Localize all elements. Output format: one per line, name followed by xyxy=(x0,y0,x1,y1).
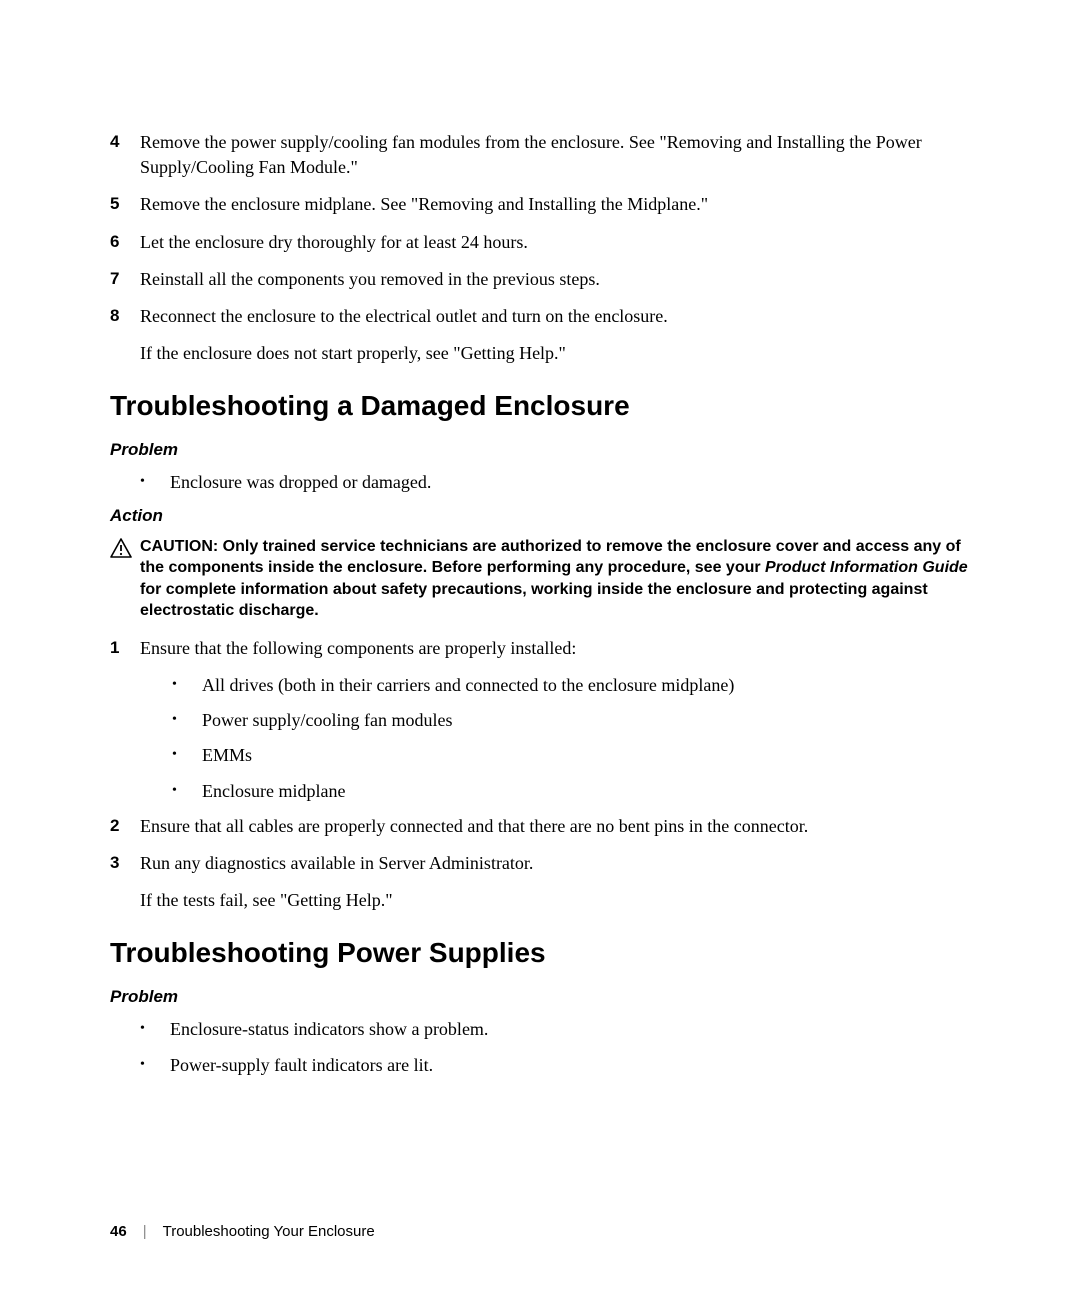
list-item: • All drives (both in their carriers and… xyxy=(172,673,980,698)
caution-label: CAUTION: xyxy=(140,538,223,555)
bullet-text: Power-supply fault indicators are lit. xyxy=(170,1053,980,1078)
step-text: Reinstall all the components you removed… xyxy=(140,267,980,292)
section-heading-damaged: Troubleshooting a Damaged Enclosure xyxy=(110,390,980,422)
bullet-icon: • xyxy=(172,708,202,733)
list-item: • Power supply/cooling fan modules xyxy=(172,708,980,733)
step-text: Let the enclosure dry thoroughly for at … xyxy=(140,230,980,255)
step-number: 4 xyxy=(110,130,140,180)
problem-bullets: • Enclosure was dropped or damaged. xyxy=(140,470,980,495)
step-item: 7 Reinstall all the components you remov… xyxy=(110,267,980,292)
step-number: 8 xyxy=(110,304,140,329)
bullet-text: Power supply/cooling fan modules xyxy=(202,708,980,733)
bullet-icon: • xyxy=(172,743,202,768)
page-number: 46 xyxy=(110,1223,127,1240)
caution-after: for complete information about safety pr… xyxy=(140,581,928,620)
problem-bullets-2: • Enclosure-status indicators show a pro… xyxy=(140,1017,980,1077)
step-item: 3 Run any diagnostics available in Serve… xyxy=(110,851,980,876)
step-item: 4 Remove the power supply/cooling fan mo… xyxy=(110,130,980,180)
list-item: • Enclosure-status indicators show a pro… xyxy=(140,1017,980,1042)
step-number: 2 xyxy=(110,814,140,839)
bullet-text: EMMs xyxy=(202,743,980,768)
step-text: Ensure that the following components are… xyxy=(140,636,980,661)
bullet-text: Enclosure midplane xyxy=(202,779,980,804)
bullet-text: Enclosure-status indicators show a probl… xyxy=(170,1017,980,1042)
bullet-icon: • xyxy=(140,1053,170,1078)
list-item: • EMMs xyxy=(172,743,980,768)
bullet-icon: • xyxy=(172,779,202,804)
caution-block: CAUTION: Only trained service technician… xyxy=(110,536,980,622)
caution-text: CAUTION: Only trained service technician… xyxy=(140,536,980,622)
step-followup: If the tests fail, see "Getting Help." xyxy=(140,888,980,913)
product-info-guide: Product Information Guide xyxy=(765,559,968,576)
bullet-text: Enclosure was dropped or damaged. xyxy=(170,470,980,495)
step-item: 2 Ensure that all cables are properly co… xyxy=(110,814,980,839)
step-followup: If the enclosure does not start properly… xyxy=(140,341,980,366)
step-number: 1 xyxy=(110,636,140,661)
page-footer: 46 | Troubleshooting Your Enclosure xyxy=(110,1223,375,1240)
step-item: 6 Let the enclosure dry thoroughly for a… xyxy=(110,230,980,255)
bullet-text: All drives (both in their carriers and c… xyxy=(202,673,980,698)
bullet-icon: • xyxy=(140,1017,170,1042)
bullet-icon: • xyxy=(140,470,170,495)
step-text: Ensure that all cables are properly conn… xyxy=(140,814,980,839)
step-number: 3 xyxy=(110,851,140,876)
problem-heading: Problem xyxy=(110,987,980,1007)
caution-icon xyxy=(110,536,140,563)
step-text: Run any diagnostics available in Server … xyxy=(140,851,980,876)
list-item: • Enclosure was dropped or damaged. xyxy=(140,470,980,495)
step-number: 7 xyxy=(110,267,140,292)
section-heading-power: Troubleshooting Power Supplies xyxy=(110,937,980,969)
footer-separator: | xyxy=(143,1223,147,1240)
list-item: • Enclosure midplane xyxy=(172,779,980,804)
action-steps-2: 2 Ensure that all cables are properly co… xyxy=(110,814,980,876)
step-text: Reconnect the enclosure to the electrica… xyxy=(140,304,980,329)
step-number: 6 xyxy=(110,230,140,255)
step-number: 5 xyxy=(110,192,140,217)
step-text: Remove the enclosure midplane. See "Remo… xyxy=(140,192,980,217)
bullet-icon: • xyxy=(172,673,202,698)
step-list-top: 4 Remove the power supply/cooling fan mo… xyxy=(110,130,980,329)
step-item: 5 Remove the enclosure midplane. See "Re… xyxy=(110,192,980,217)
action-steps: 1 Ensure that the following components a… xyxy=(110,636,980,661)
step-item: 1 Ensure that the following components a… xyxy=(110,636,980,661)
sub-bullets: • All drives (both in their carriers and… xyxy=(172,673,980,804)
step-text: Remove the power supply/cooling fan modu… xyxy=(140,130,980,180)
list-item: • Power-supply fault indicators are lit. xyxy=(140,1053,980,1078)
problem-heading: Problem xyxy=(110,440,980,460)
action-heading: Action xyxy=(110,506,980,526)
footer-title: Troubleshooting Your Enclosure xyxy=(163,1223,375,1240)
step-item: 8 Reconnect the enclosure to the electri… xyxy=(110,304,980,329)
